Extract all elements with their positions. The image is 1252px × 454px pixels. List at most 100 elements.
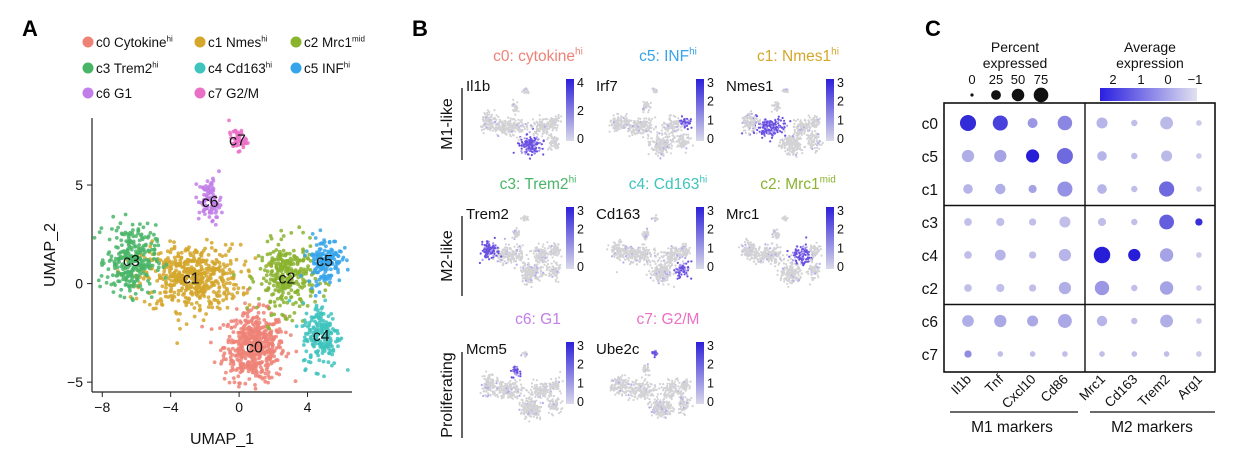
umap-point-c0: [276, 330, 281, 335]
umap-point-c4: [345, 368, 350, 372]
feature-point: [798, 147, 801, 150]
umap-point-c6: [210, 218, 215, 223]
feature-point: [492, 242, 495, 245]
umap-point-c2: [289, 295, 294, 299]
umap-point-c0: [257, 320, 262, 325]
umap-point-c2: [280, 282, 285, 287]
colorbar-tick: 2: [577, 104, 584, 118]
feature-point: [535, 277, 538, 280]
colorbar-irf7: [696, 79, 704, 141]
feature-point: [742, 126, 745, 129]
feature-point: [805, 122, 808, 125]
feature-point: [549, 123, 553, 126]
umap-point-c2: [276, 288, 281, 293]
feature-point: [789, 139, 792, 142]
feature-point: [788, 142, 791, 145]
feature-point: [685, 133, 688, 136]
umap-point-c0: [249, 319, 254, 324]
umap-point-c3: [145, 221, 150, 226]
umap-point-c0: [263, 379, 268, 384]
umap-point-c1: [208, 268, 213, 273]
umap-point-c2: [279, 228, 284, 233]
feature-point: [815, 146, 819, 149]
umap-point-c4: [312, 339, 317, 344]
umap-point-c4: [315, 323, 320, 327]
feature-point: [512, 110, 516, 113]
umap-point-c5: [336, 254, 341, 258]
feature-point: [760, 132, 764, 135]
umap-point-c2: [298, 258, 302, 263]
feature-point: [811, 147, 814, 150]
feature-point: [627, 122, 630, 125]
feature-point: [497, 115, 500, 118]
umap-point-c3: [141, 225, 146, 230]
feature-point: [624, 120, 627, 123]
feature-point: [770, 133, 773, 136]
feature-point: [816, 123, 819, 126]
umap-point-c0: [247, 327, 252, 332]
feature-title-2-0: c6: G1: [515, 311, 561, 328]
umap-point-c5: [327, 239, 332, 244]
umap-point-c2: [287, 269, 292, 273]
umap-point-c0: [258, 352, 263, 356]
feature-point: [781, 116, 784, 120]
umap-point-c3: [109, 254, 114, 259]
umap-point-c3: [110, 227, 114, 231]
feature-point: [534, 248, 537, 252]
umap-point-c1: [169, 247, 174, 252]
feature-point: [543, 260, 546, 263]
umap-point-c0: [257, 317, 261, 321]
feature-point: [509, 120, 512, 123]
umap-point-c1: [188, 251, 193, 256]
feature-point: [773, 131, 776, 135]
feature-point: [741, 132, 744, 135]
feature-point: [490, 119, 493, 122]
umap-point-c0: [261, 310, 266, 315]
feature-point: [511, 249, 514, 253]
feature-point: [512, 151, 515, 154]
feature-point: [666, 135, 669, 138]
feature-point: [613, 130, 616, 133]
umap-point-c0: [261, 332, 266, 336]
y-tick-label: 5: [75, 177, 83, 193]
umap-point-c4: [294, 324, 299, 329]
umap-point-c1: [172, 240, 176, 245]
umap-point-c4: [302, 318, 307, 323]
feature-point: [538, 275, 541, 278]
cluster-label-c4: c4: [313, 328, 330, 345]
feature-point: [657, 146, 660, 149]
feature-point: [482, 116, 485, 120]
feature-point: [647, 108, 651, 112]
umap-point-c4: [310, 342, 315, 346]
umap-point-c6: [205, 179, 210, 184]
feature-point: [645, 117, 648, 120]
umap-point-c1: [176, 254, 180, 259]
umap-point-c1: [199, 277, 204, 281]
umap-point-c1: [158, 291, 163, 295]
feature-point: [814, 130, 817, 133]
feature-point: [495, 118, 498, 121]
feature-point: [532, 134, 535, 137]
umap-point-c1: [192, 259, 196, 263]
feature-point: [500, 255, 503, 258]
feature-point: [517, 252, 521, 256]
umap-point-c1: [204, 283, 209, 288]
umap-point-c3: [149, 241, 154, 246]
umap-point-c1: [229, 276, 234, 281]
umap-point-c1: [183, 260, 187, 265]
umap-point-c0: [256, 310, 261, 315]
feature-point: [514, 113, 517, 116]
feature-point: [632, 121, 636, 124]
feature-point: [534, 274, 537, 277]
umap-point-c0: [250, 350, 255, 355]
feature-point: [755, 132, 758, 135]
umap-point-c5: [310, 252, 315, 257]
umap-point-c5: [336, 270, 340, 275]
umap-point-c3: [127, 288, 132, 293]
feature-point: [685, 147, 688, 150]
feature-point: [743, 118, 747, 121]
umap-point-c0: [257, 302, 262, 307]
umap-point-c0: [235, 366, 240, 371]
umap-point-c0: [231, 376, 236, 380]
feature-point: [746, 122, 749, 125]
